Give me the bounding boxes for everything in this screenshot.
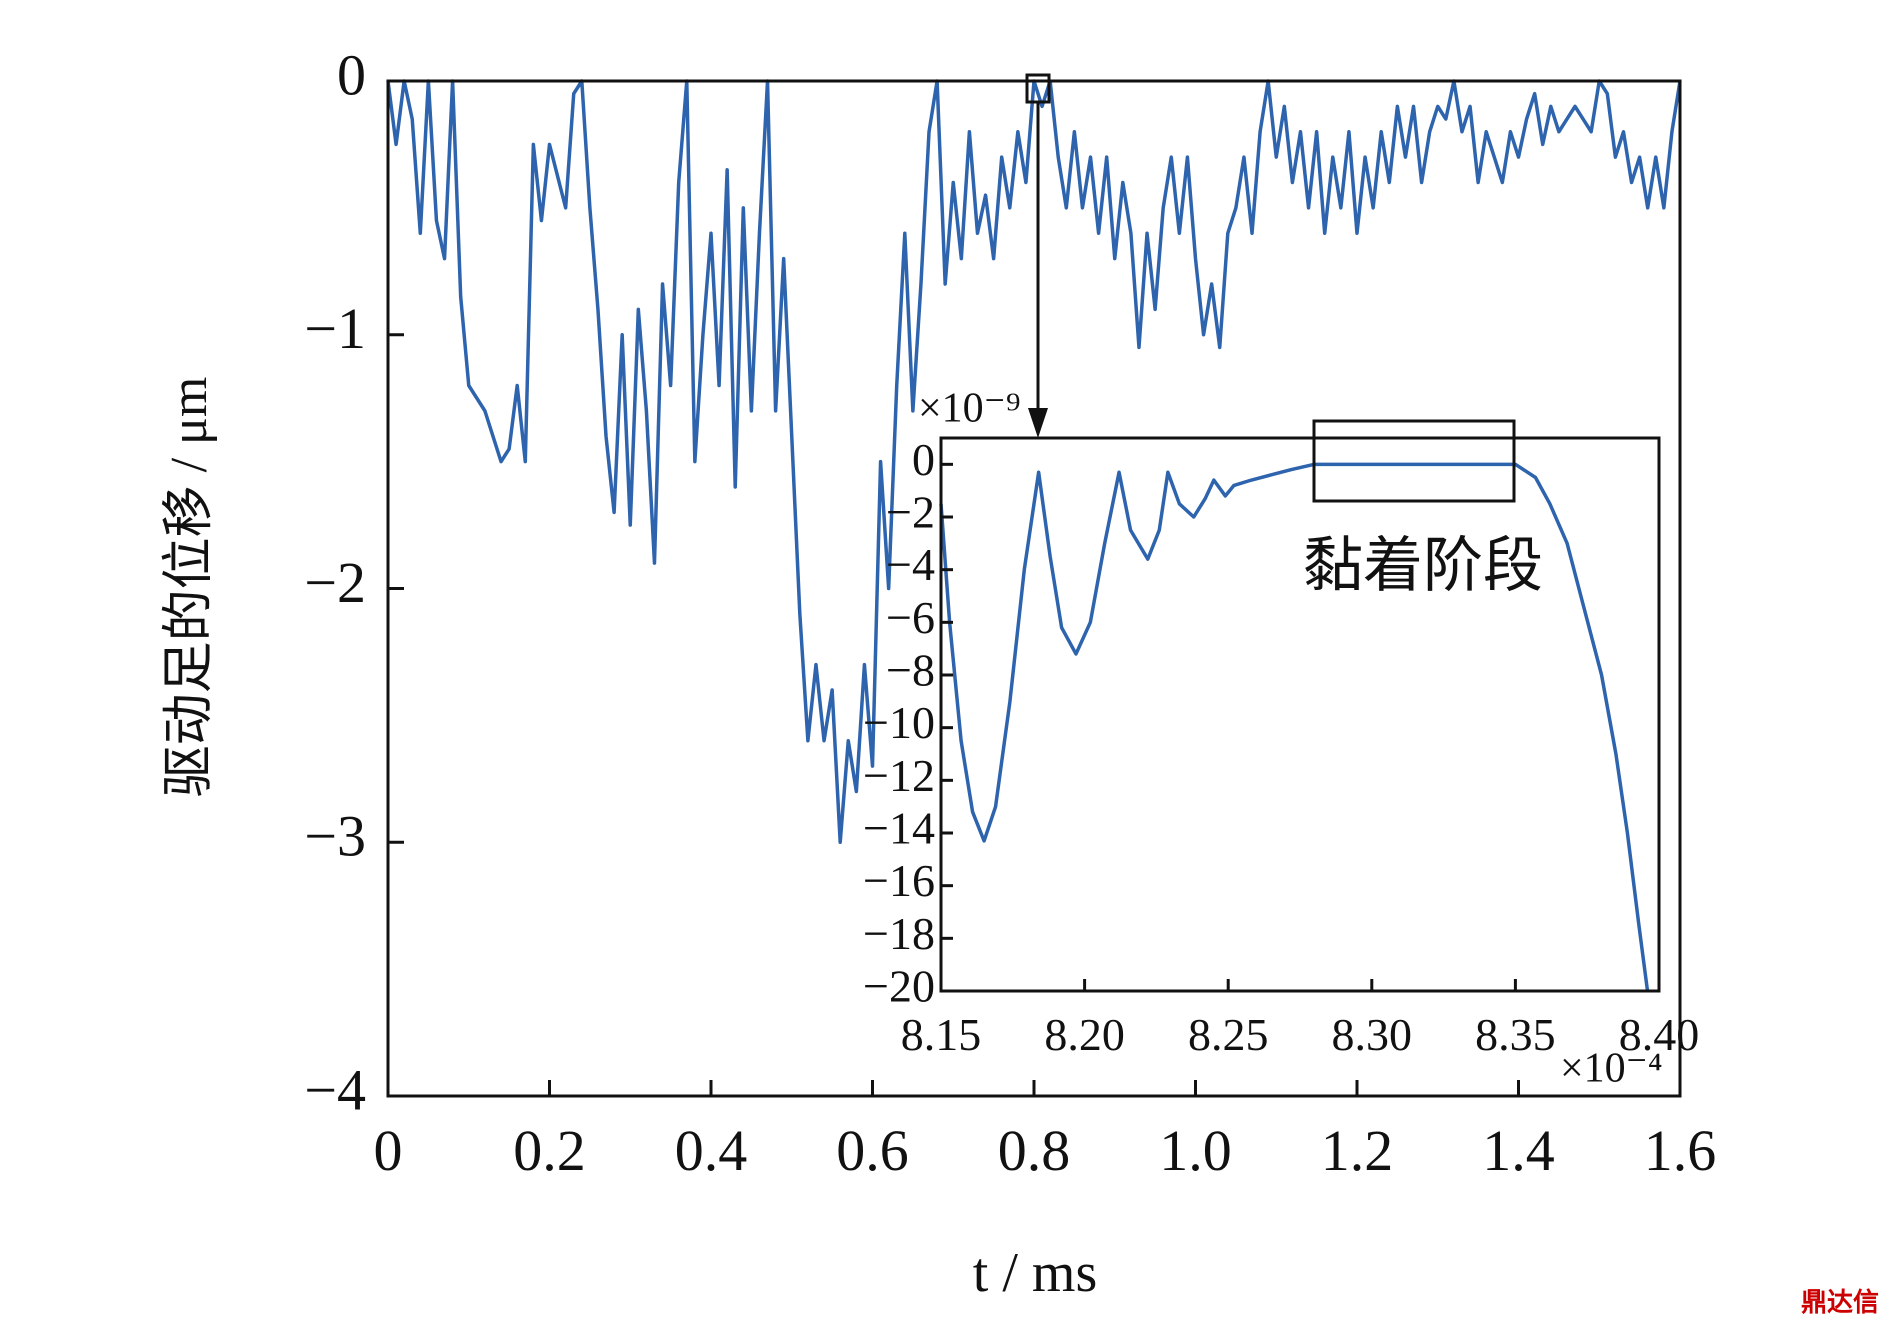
x-tick-label: 8.15 [901,1009,982,1060]
y-tick-label: −16 [863,855,935,906]
x-tick-label: 1.6 [1644,1118,1717,1183]
plot-area [941,438,1659,991]
y-tick-label: −6 [886,592,935,643]
x-tick-label: 0.4 [675,1118,748,1183]
x-tick-label: 0.8 [998,1118,1071,1183]
y-tick-label: −18 [863,908,935,959]
y-tick-label: −10 [863,697,935,748]
y-tick-label: −2 [304,550,366,615]
x-tick-label: 8.40 [1619,1009,1700,1060]
x-tick-label: 0.2 [513,1118,586,1183]
x-multiplier: ×10⁻⁴ [1560,1046,1663,1092]
x-axis-label: t / ms [973,1242,1097,1304]
x-tick-label: 8.35 [1475,1009,1556,1060]
x-tick-label: 0 [374,1118,403,1183]
arrow-head [1028,408,1048,438]
y-tick-label: 0 [337,42,366,107]
watermark: 鼎达信 [1801,1288,1879,1317]
inset-plot: 8.15 8.20 8.25 8.30 8.35 8.400−2−4−6−8−10−12−… [863,386,1699,1092]
x-tick-label: 8.30 [1332,1009,1413,1060]
y-tick-label: −12 [863,750,935,801]
y-tick-label: −3 [304,804,366,869]
y-tick-label: −8 [886,645,935,696]
x-tick-label: 1.2 [1321,1118,1394,1183]
y-tick-label: −1 [304,296,366,361]
plot-frame [939,436,1661,993]
x-tick-label: 8.20 [1044,1009,1125,1060]
y-tick-label: −2 [886,487,935,538]
x-tick-label: 1.4 [1482,1118,1555,1183]
annotation-box [1312,419,1516,503]
y-tick-label: −20 [863,961,935,1012]
data-line [939,462,1650,992]
y-multiplier: ×10⁻⁹ [918,386,1021,432]
x-tick-label: 0.6 [836,1118,909,1183]
y-tick-label: −4 [886,539,935,590]
data-line [386,79,1682,844]
y-tick-label: −4 [304,1057,366,1122]
y-tick-label: 0 [912,434,935,485]
y-tick-label: −14 [863,803,935,854]
x-tick-label: 1.0 [1159,1118,1232,1183]
x-tick-label: 8.25 [1188,1009,1269,1060]
annotation: 黏着阶段 [1303,532,1543,599]
y-axis-label: 驱动足的位移 / μm [161,377,218,798]
